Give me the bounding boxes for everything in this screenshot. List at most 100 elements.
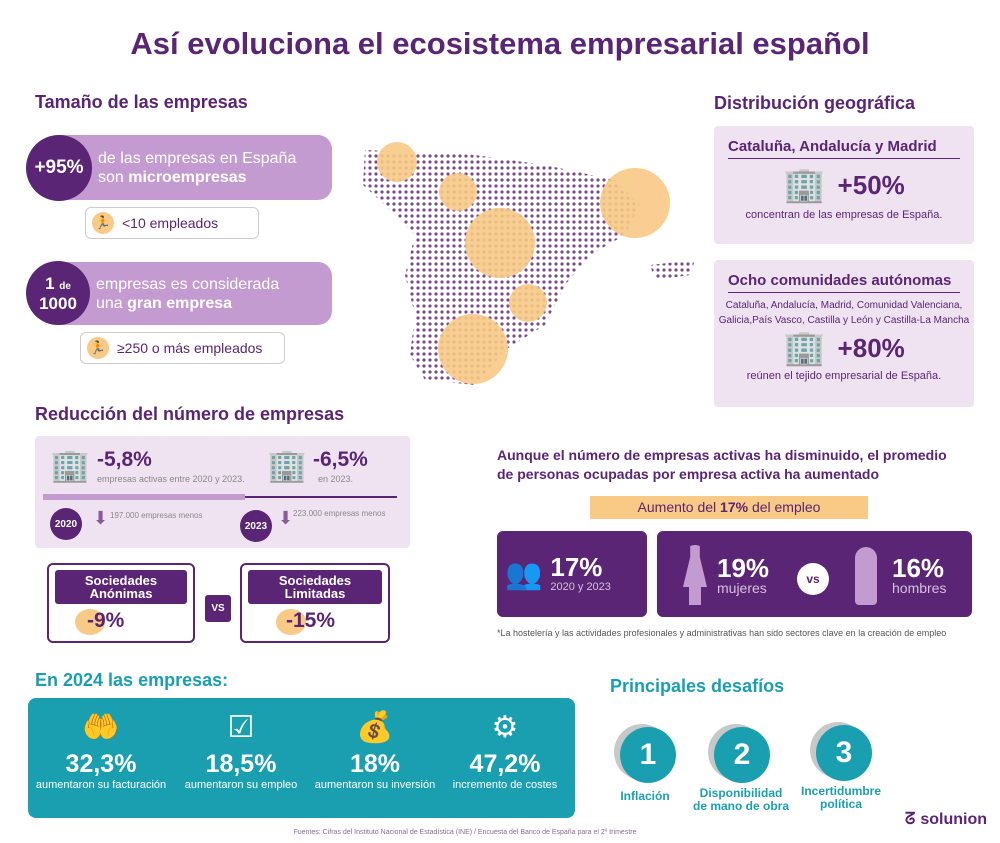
banner-c: del empleo [748,499,821,515]
gender-box: 19% mujeres vs 16% hombres [657,531,972,617]
stat-label: incremento de costes [452,779,558,791]
large-text2: una [96,294,128,312]
building-icon: 🏢 [267,447,307,483]
person-checklist-icon: ☑ [227,711,255,744]
sa-label: Sociedades Anónimas [55,570,187,604]
employment-headline: Aunque el número de empresas activas ha … [497,446,947,484]
left-delta: 197.000 empresas menos [110,511,203,520]
year-2020: 2020 [50,508,82,540]
stat-2: 💰 18% aumentaron su inversión [305,710,445,791]
map-bubble [377,142,417,182]
sl-box: Sociedades Limitadas -15% [240,563,390,643]
badge-1: 1 [45,273,55,293]
stat-value: 32,3% [65,750,137,778]
money-bag-icon: 💰 [356,711,394,744]
geo-box2-caption: reúnen el tejido empresarial de España. [746,370,942,382]
building-icon: 🏢 [50,447,90,483]
men-label: hombres [892,580,947,596]
stat-0: 🤲 32,3% aumentaron su facturación [31,710,171,791]
right-delta: 223.000 empresas menos [293,509,386,518]
micro-sub-label: <10 empleados [122,215,219,231]
geo-box2-title: Ocho comunidades autónomas [728,272,960,293]
geo-box1-title: Cataluña, Andalucía y Madrid [728,138,960,159]
men-value: 16% [892,553,945,583]
stat-label: aumentaron su inversión [314,779,436,791]
sa-value: -9% [87,609,125,632]
challenge-label-2: de mano de obra [692,799,790,813]
total-label: 2020 y 2023 [550,581,611,593]
challenges-heading: Principales desafíos [610,676,785,696]
page-title: Así evoluciona el ecosistema empresarial… [130,26,870,61]
blob-shape [75,609,105,635]
challenge-label: Inflación [620,789,670,803]
women-label: mujeres [717,580,767,596]
challenge-3-label: Incertidumbre política [776,785,906,811]
logo-icon: ᘔ [905,811,916,828]
size-heading: Tamaño de las empresas [35,92,248,112]
stat-value: 18,5% [205,750,277,778]
geo-heading: Distribución geográfica [714,93,916,113]
solunion-logo: ᘔ solunion [905,811,987,829]
left-caption: empresas activas entre 2020 y 2023. [97,474,245,484]
vs-badge: vs [797,563,829,595]
sl-label: Sociedades Limitadas [248,570,382,604]
woman-icon [683,545,707,605]
total-employment-box: 👥 17% 2020 y 2023 [497,531,647,617]
stat-value: 47,2% [469,750,541,778]
micro-pill: de las empresas en España son microempres… [60,135,332,200]
challenge-label: Incertidumbre [800,784,881,798]
reduction-heading: Reducción del número de empresas [35,404,345,424]
building-icon: 🏢 [783,329,826,367]
stat-1: ☑ 18,5% aumentaron su empleo [171,710,311,791]
challenge-2-label: Disponibilidad de mano de obra [676,787,806,813]
challenge-1-label: Inflación [580,790,710,803]
headline-2: de personas ocupadas por empresa activa … [497,466,880,482]
geo-box1-caption: concentran de las empresas de España. [745,209,943,221]
large-sub-label: ≥250 o más empleados [117,340,263,356]
timeline-2020 [43,494,245,500]
geo-list-2: Galicia,País Vasco, Castilla y León y Ca… [718,315,970,326]
geo-box2-value: +80% [837,332,905,363]
stat-label: aumentaron su facturación [35,779,167,791]
stat-3: ⚙ 47,2% incremento de costes [435,710,575,791]
geo-box-1: Cataluña, Andalucía y Madrid 🏢 +50% conce… [714,126,974,244]
sl-value: -15% [286,609,336,632]
left-value: -5,8% [97,448,152,471]
reduction-box: 🏢 -5,8% empresas activas entre 2020 y 20… [35,436,410,548]
gear-coin-icon: ⚙ [491,711,519,744]
arrow-down-icon: ⬇ [278,508,294,528]
geo-box1-value: +50% [837,169,905,200]
geo-list-1: Cataluña, Andalucía, Madrid, Comunidad V… [725,300,963,311]
arrow-down-icon: ⬇ [93,508,109,528]
logo-text: solunion [920,811,988,828]
group-people-icon: 👥 [505,557,543,591]
runner-icon: 🏃 [92,212,114,234]
blob-shape [276,609,306,635]
timeline-2023 [245,496,397,498]
women-value: 19% [717,553,770,583]
micro-text2: son [98,168,129,186]
y2024-box: 🤲 32,3% aumentaron su facturación ☑ 18,5% au… [28,698,575,818]
stat-label: aumentaron su empleo [184,779,298,791]
y2024-heading: En 2024 las empresas: [35,670,229,690]
badge-1000: 1000 [39,293,77,313]
micro-bold: microempresas [128,168,247,186]
large-text: empresas es considerada [96,275,280,293]
geo-box-2: Ocho comunidades autónomas Cataluña, And… [714,260,974,407]
vs-badge: VS [205,595,231,622]
challenge-3-number: 3 [816,725,872,781]
challenge-1-number: 1 [620,727,676,783]
hand-money-icon: 🤲 [82,711,120,744]
runner-icon: 🏃 [87,337,109,359]
micro-badge: +95% [26,135,92,201]
banner-a: Aumento del [637,499,721,515]
sources: Fuentes: Cifras del Instituto Nacional d… [293,829,637,836]
stat-value: 18% [349,750,401,778]
right-value: -6,5% [313,448,368,471]
large-employees: 🏃 ≥250 o más empleados [80,332,285,364]
employment-banner: Aumento del 17% del empleo [590,496,868,519]
micro-text: de las empresas en España [98,149,297,167]
right-caption: en 2023. [318,474,354,484]
spain-map [363,142,695,385]
challenge-label: Disponibilidad [699,786,783,800]
